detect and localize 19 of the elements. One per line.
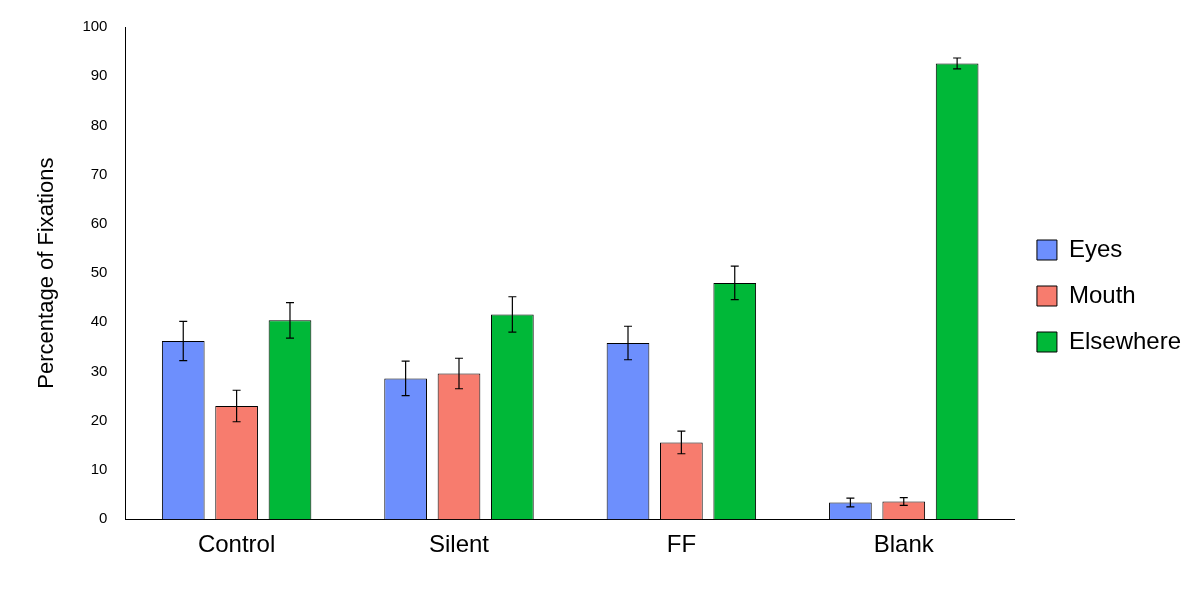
y-tick-label: 50 — [90, 263, 108, 281]
y-tick-label: 60 — [90, 214, 108, 232]
x-tick-label: Silent — [428, 530, 490, 558]
y-tick-label: 20 — [90, 410, 108, 428]
y-tick-label: 100 — [82, 17, 108, 35]
x-tick-label: FF — [666, 530, 697, 558]
legend-label: Eyes — [1068, 234, 1123, 262]
y-axis-title: Percentage of Fixations — [33, 157, 59, 389]
x-tick-label: Control — [197, 530, 276, 558]
y-tick-label: 90 — [90, 66, 108, 84]
y-tick-label: 10 — [90, 460, 108, 478]
y-tick-label: 0 — [99, 509, 108, 527]
y-tick-label: 40 — [90, 312, 108, 330]
y-tick-label: 80 — [90, 115, 108, 133]
legend-label: Elsewhere — [1068, 326, 1182, 354]
y-tick-label: 30 — [90, 361, 108, 379]
x-tick-label: Blank — [873, 530, 935, 558]
legend-label: Mouth — [1068, 280, 1136, 308]
y-tick-label: 70 — [90, 164, 108, 182]
